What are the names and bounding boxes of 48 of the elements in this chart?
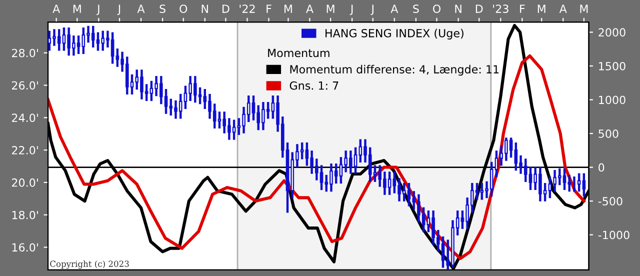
x-tick-label: D [222,4,230,13]
x-tick-label: J [350,4,353,16]
x-tick-label: M [580,4,588,13]
y-tick-label: 28.0' [12,48,38,58]
x-tick-label: O [180,4,188,13]
candlestick [577,173,581,192]
x-tick-label: S [413,4,419,13]
x-tick-label: F [266,4,272,13]
candlestick [582,173,586,197]
x-tick-label: '23 [493,4,508,13]
x-tick-label: M [73,4,81,13]
x-tick-label: A [306,4,314,13]
x-tick-label: D [476,4,483,13]
x-tick-label: F [520,4,525,13]
y-tick-label: 18.0' [12,210,38,220]
x-tick-label: A [52,4,60,13]
y2-tick-label: -1000 [598,230,630,240]
x-tick-label: J [370,4,374,16]
y2-tick-label: 0 [598,163,604,172]
y2-tick-label: 1500 [599,62,626,70]
x-tick-label: A [137,4,145,13]
annotation: Copyright (c) 2023 [50,260,129,269]
y-tick-label: 22.0' [12,146,38,154]
x-tick-label: M [326,4,334,13]
x-tick-label: A [390,4,398,13]
legend-title: Momentum [268,48,330,58]
x-tick-label: A [559,4,567,13]
legend-label: Momentum differense: 4, Længde: 11 [290,64,499,76]
x-tick-label: N [455,4,462,13]
x-tick-label: M [538,4,546,13]
y-tick-label: 16.0' [12,243,38,252]
legend-label: Gns. 1: 7 [290,81,338,90]
x-tick-label: O [433,4,441,13]
legend-label: HANG SENG INDEX (Uge) [326,28,464,40]
y2-tick-label: 1000 [599,96,626,104]
y-tick-label: 24.0' [12,114,38,122]
x-tick-label: '22 [240,4,255,13]
x-tick-label: N [202,4,208,13]
line-series [48,24,589,270]
y2-tick-label: -500 [598,197,622,206]
x-tick-label: M [284,4,292,13]
x-tick-label: J [96,4,100,16]
y-tick-label: 26.0' [12,81,38,90]
y-tick-label: 20.0' [12,178,38,187]
y2-tick-label: 500 [598,129,618,138]
y2-tick-label: 2000 [598,28,626,37]
x-tick-label: J [117,4,120,16]
x-tick-label: S [160,4,166,13]
